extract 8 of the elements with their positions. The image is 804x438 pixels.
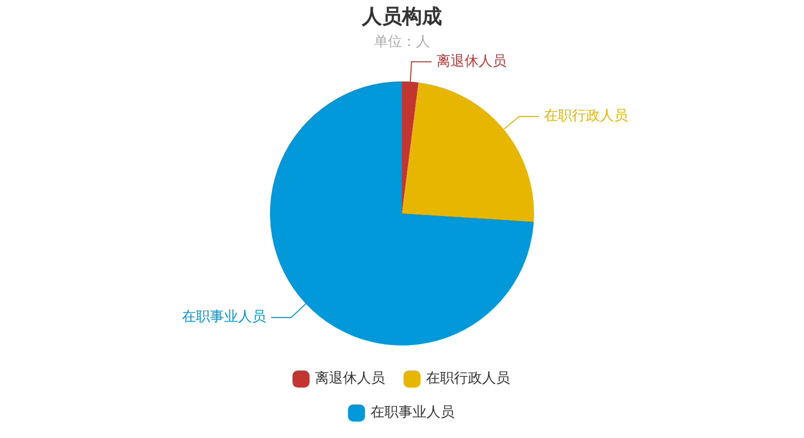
slice-label: 在职事业人员 <box>182 309 266 326</box>
chart-title: 人员构成 <box>361 4 442 28</box>
slice-label: 离退休人员 <box>436 53 507 70</box>
legend-label: 离退休人员 <box>315 370 385 387</box>
legend-label: 在职事业人员 <box>370 404 454 421</box>
slice-label: 在职行政人员 <box>544 108 628 124</box>
chart-subtitle: 单位：人 <box>374 34 430 50</box>
legend-label: 在职行政人员 <box>426 370 510 387</box>
